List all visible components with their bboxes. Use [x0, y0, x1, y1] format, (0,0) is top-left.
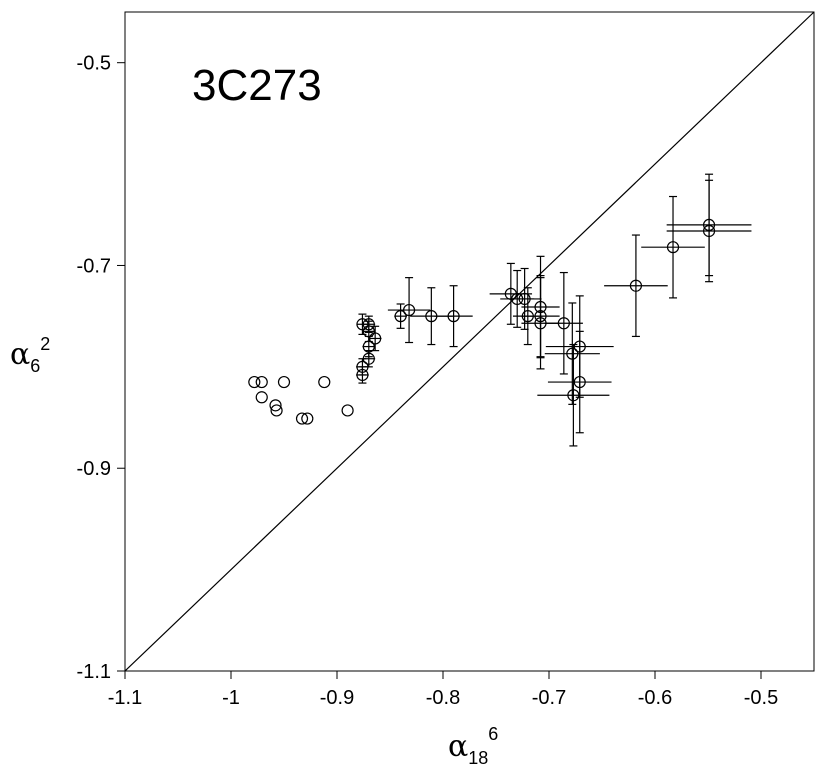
y-tick-label: -1.1	[77, 661, 111, 683]
y-axis: -1.1 -0.9 -0.7 -0.5	[77, 53, 125, 683]
x-axis-label-subscript: 18	[468, 748, 488, 768]
data-point	[544, 271, 583, 375]
point-marker	[402, 303, 416, 317]
y-tick-label: -0.5	[77, 53, 111, 75]
x-tick-label: -0.6	[638, 687, 672, 709]
x-tick-label: -0.7	[532, 687, 566, 709]
data-point	[277, 375, 291, 389]
data-point	[641, 195, 705, 299]
data-point	[434, 285, 473, 348]
data-point	[255, 391, 268, 404]
point-marker	[629, 279, 643, 292]
point-marker	[447, 310, 460, 323]
data-point	[604, 234, 668, 338]
point-marker	[666, 241, 680, 254]
x-tick-label: -0.8	[426, 687, 460, 709]
x-tick-label: -1.1	[108, 687, 142, 709]
y-tick-label: -0.7	[77, 255, 111, 277]
data-point	[544, 302, 600, 405]
point-marker	[270, 404, 283, 417]
data-point	[301, 412, 314, 425]
data-point	[318, 375, 331, 389]
point-marker	[318, 375, 331, 389]
data-point	[362, 350, 376, 368]
point-marker	[255, 375, 268, 389]
data-point	[387, 277, 431, 344]
data-point	[507, 267, 542, 330]
data-point	[537, 343, 610, 447]
annotation-label: 3C273	[192, 61, 322, 110]
point-marker	[356, 368, 369, 382]
x-axis-label: α186	[448, 724, 498, 768]
data-point	[547, 330, 612, 434]
point-marker	[557, 317, 570, 330]
point-marker	[295, 412, 309, 425]
data-point	[269, 399, 282, 412]
x-axis: -1.1 -1 -0.9 -0.8 -0.7 -0.6 -0.5	[108, 671, 778, 709]
y-axis-label-subscript: 6	[30, 356, 40, 376]
data-point	[666, 179, 752, 283]
x-axis-label-superscript: 6	[488, 724, 498, 744]
point-marker	[518, 292, 531, 306]
x-axis-label-symbol: α	[448, 729, 468, 764]
plot-frame	[124, 11, 815, 672]
data-point	[368, 325, 382, 352]
point-marker	[269, 399, 282, 412]
points-layer	[248, 173, 752, 447]
point-marker	[277, 375, 291, 389]
data-point	[295, 412, 309, 425]
data-point	[248, 375, 261, 389]
point-marker	[702, 224, 716, 238]
point-marker	[255, 391, 268, 404]
data-point	[394, 303, 407, 329]
data-point	[255, 375, 268, 389]
identity-line-layer	[124, 11, 815, 672]
x-tick-label: -0.5	[744, 687, 778, 709]
y-axis-label-symbol: α	[10, 337, 30, 372]
point-marker	[301, 412, 314, 425]
point-marker	[573, 375, 586, 389]
point-marker	[566, 347, 579, 360]
point-marker	[369, 332, 382, 345]
x-tick-label: -0.9	[320, 687, 354, 709]
point-marker	[341, 404, 354, 417]
y-axis-label: α62	[10, 334, 50, 376]
y-axis-label-superscript: 2	[40, 334, 50, 354]
point-marker	[362, 352, 375, 365]
identity-line	[124, 11, 815, 672]
data-point	[270, 404, 283, 417]
point-marker	[248, 375, 261, 389]
y-tick-label: -0.9	[77, 458, 111, 480]
data-point	[341, 404, 354, 417]
point-marker	[567, 389, 580, 402]
x-tick-label: -1	[222, 687, 240, 709]
